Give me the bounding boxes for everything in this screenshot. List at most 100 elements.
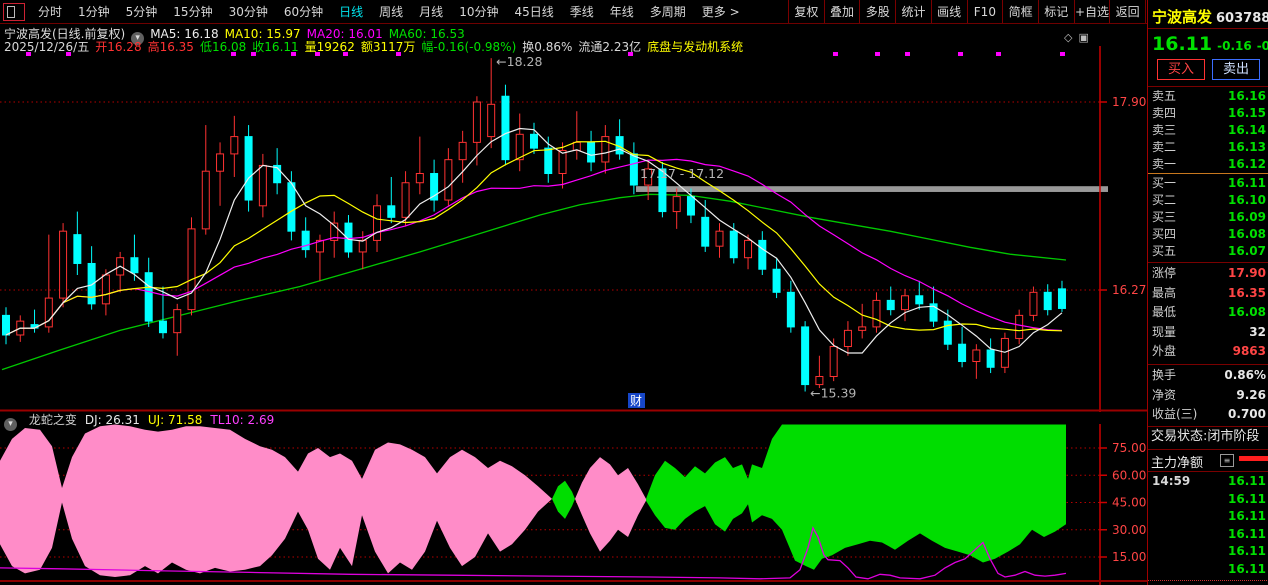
stat-value: 0.700 bbox=[1228, 407, 1266, 421]
sell-button[interactable]: 卖出 bbox=[1212, 59, 1260, 80]
svg-text:16.27: 16.27 bbox=[1112, 283, 1146, 297]
toolbar-返回[interactable]: 返回 bbox=[1109, 0, 1147, 23]
tick-list[interactable]: 14:59 16.11 16.11 16.11 16.11 16.11 16.11 bbox=[1148, 473, 1268, 578]
period-tab-月线[interactable]: 月线 bbox=[419, 5, 444, 19]
toolbar-简框[interactable]: 简框 bbox=[1002, 0, 1038, 23]
period-tab-30分钟[interactable]: 30分钟 bbox=[228, 5, 268, 19]
period-tab-15分钟[interactable]: 15分钟 bbox=[173, 5, 213, 19]
tick-row[interactable]: 16.11 bbox=[1148, 561, 1268, 579]
toolbar-统计[interactable]: 统计 bbox=[895, 0, 931, 23]
level-label: 买三 bbox=[1152, 210, 1177, 224]
tick-price: 16.11 bbox=[1228, 509, 1266, 523]
token: MA20: 16.01 bbox=[306, 27, 383, 41]
tick-row[interactable]: 14:59 16.11 bbox=[1148, 473, 1268, 491]
osc-band-green bbox=[646, 424, 1066, 570]
stat-value: 9.26 bbox=[1236, 387, 1266, 402]
stat-value: 16.35 bbox=[1228, 285, 1266, 300]
token: 流通2.23亿 bbox=[578, 39, 642, 54]
indicator-name: 龙蛇之变 bbox=[28, 413, 77, 427]
stat-label: 收益(三) bbox=[1152, 407, 1198, 421]
period-tab-1分钟[interactable]: 1分钟 bbox=[78, 5, 110, 19]
oscillator-chart[interactable]: 75.00 60.00 45.00 30.00 15.00 bbox=[0, 424, 1148, 585]
ma10-line bbox=[5, 140, 1062, 336]
ask-卖一[interactable]: 卖一 16.12 bbox=[1148, 156, 1268, 173]
toolbar-标记[interactable]: 标记 bbox=[1037, 0, 1074, 23]
right-toolbar: 复权 叠加 多股 统计 画线 F10 简框 标记 +自选 返回 bbox=[788, 0, 1147, 23]
window-layout-icon[interactable] bbox=[3, 3, 25, 21]
ask-卖五[interactable]: 卖五 16.16 bbox=[1148, 88, 1268, 105]
tick-price: 16.11 bbox=[1228, 561, 1266, 576]
level-price: 16.12 bbox=[1228, 157, 1266, 171]
fin-换手: 换手 0.86% bbox=[1148, 366, 1268, 386]
bid-买五[interactable]: 买五 16.07 bbox=[1148, 243, 1268, 260]
period-tab-更多 >[interactable]: 更多 > bbox=[701, 5, 740, 19]
tick-row[interactable]: 16.11 bbox=[1148, 491, 1268, 509]
buy-button[interactable]: 买入 bbox=[1157, 59, 1205, 80]
token: 收16.11 bbox=[252, 39, 299, 54]
toolbar-F10[interactable]: F10 bbox=[966, 0, 1003, 23]
level-price: 16.14 bbox=[1228, 123, 1266, 137]
list-icon[interactable]: ≡ bbox=[1220, 454, 1234, 467]
tick-row[interactable]: 16.11 bbox=[1148, 543, 1268, 561]
bid-买三[interactable]: 买三 16.09 bbox=[1148, 209, 1268, 226]
period-tab-日线[interactable]: 日线 bbox=[339, 5, 364, 19]
svg-text:30.00: 30.00 bbox=[1112, 523, 1146, 537]
level-price: 16.13 bbox=[1228, 140, 1266, 154]
stat-value: 16.08 bbox=[1228, 305, 1266, 319]
toolbar-画线[interactable]: 画线 bbox=[930, 0, 967, 23]
svg-text:17.17 - 17.12: 17.17 - 17.12 bbox=[640, 166, 724, 181]
ask-卖四[interactable]: 卖四 16.15 bbox=[1148, 105, 1268, 122]
period-tab-分时[interactable]: 分时 bbox=[38, 5, 63, 19]
tick-price: 16.11 bbox=[1228, 544, 1266, 558]
period-tab-10分钟[interactable]: 10分钟 bbox=[459, 5, 499, 19]
bid-买二[interactable]: 买二 16.10 bbox=[1148, 192, 1268, 209]
chart-title: 宁波高发(日线.前复权) bbox=[4, 27, 126, 41]
main-kline-chart[interactable]: 17.90 16.27 ←18.28 ←15.39 17.17 - 17.12 财 bbox=[0, 46, 1148, 412]
bid-买四[interactable]: 买四 16.08 bbox=[1148, 226, 1268, 243]
bid-买一[interactable]: 买一 16.11 bbox=[1148, 175, 1268, 192]
svg-text:60.00: 60.00 bbox=[1112, 468, 1146, 482]
level-label: 卖一 bbox=[1152, 157, 1177, 171]
period-tab-60分钟[interactable]: 60分钟 bbox=[283, 5, 324, 19]
fin-收益(三): 收益(三) 0.700 bbox=[1148, 405, 1268, 425]
period-tab-45日线[interactable]: 45日线 bbox=[514, 5, 554, 19]
period-tab-周线[interactable]: 周线 bbox=[379, 5, 404, 19]
osc-band-pink bbox=[575, 457, 646, 552]
last-price: 16.11 bbox=[1152, 33, 1213, 55]
tl10-line bbox=[0, 526, 1067, 580]
svg-text:财: 财 bbox=[630, 394, 642, 408]
token: 开16.28 bbox=[95, 39, 142, 54]
pane-control-icons[interactable]: ◇▣ bbox=[1064, 31, 1095, 44]
stat-label: 换手 bbox=[1152, 368, 1177, 382]
chevron-down-icon[interactable]: ▾ bbox=[4, 418, 17, 431]
diamond-icon[interactable]: ◇ bbox=[1064, 31, 1079, 44]
period-tab-季线[interactable]: 季线 bbox=[569, 5, 594, 19]
token: TL10: 2.69 bbox=[210, 413, 275, 427]
split-pane-icon[interactable]: ▣ bbox=[1078, 31, 1095, 44]
toolbar-+自选[interactable]: +自选 bbox=[1073, 0, 1110, 23]
chevron-down-icon[interactable]: ▾ bbox=[131, 32, 145, 45]
chart-title-line: 宁波高发(日线.前复权) ▾ MA5: 16.18 MA10: 15.97 MA20: … bbox=[4, 25, 477, 45]
stat-label: 现量 bbox=[1152, 324, 1177, 339]
price-change: -0.16 bbox=[1217, 39, 1252, 53]
level-label: 卖二 bbox=[1152, 140, 1177, 154]
toolbar-叠加[interactable]: 叠加 bbox=[823, 0, 860, 23]
period-tab-多周期[interactable]: 多周期 bbox=[649, 5, 686, 19]
tick-row[interactable]: 16.11 bbox=[1148, 508, 1268, 526]
osc-band-pink bbox=[0, 424, 552, 577]
toolbar-多股[interactable]: 多股 bbox=[859, 0, 895, 23]
period-tab-5分钟[interactable]: 5分钟 bbox=[125, 5, 158, 19]
tick-time: 14:59 bbox=[1152, 474, 1191, 488]
stat-value: 32 bbox=[1249, 324, 1266, 339]
ask-卖三[interactable]: 卖三 16.14 bbox=[1148, 122, 1268, 139]
ma5-line bbox=[5, 127, 1063, 354]
main-force-row[interactable]: 主力净额 ≡ bbox=[1148, 450, 1268, 470]
indicator-header: ▾ 龙蛇之变 DJ: 26.31 UJ: 71.58 TL10: 2.69 bbox=[4, 411, 290, 431]
level-label: 买五 bbox=[1152, 244, 1177, 258]
token: 额3117万 bbox=[360, 39, 416, 54]
tick-row[interactable]: 16.11 bbox=[1148, 526, 1268, 544]
period-tab-年线[interactable]: 年线 bbox=[609, 5, 634, 19]
toolbar-复权[interactable]: 复权 bbox=[788, 0, 824, 23]
ask-卖二[interactable]: 卖二 16.13 bbox=[1148, 139, 1268, 156]
